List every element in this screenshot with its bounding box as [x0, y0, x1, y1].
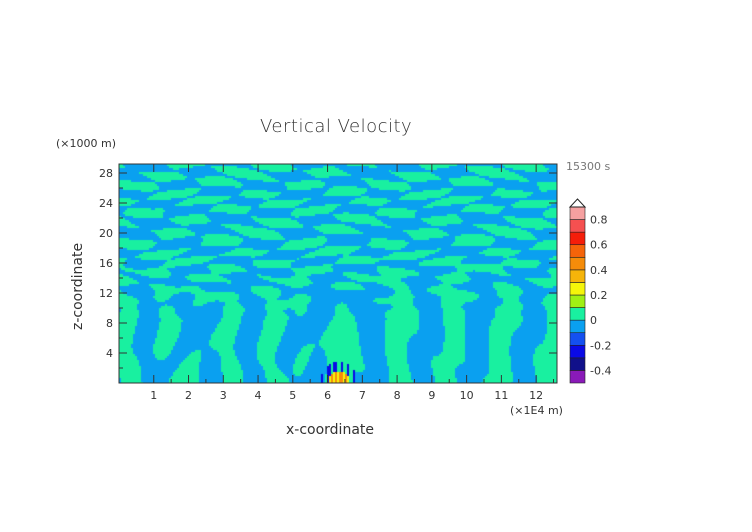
- colorbar-segment: [569, 357, 586, 371]
- x-tick-label: 6: [324, 389, 331, 402]
- y-tick-label: 20: [99, 227, 113, 240]
- colorbar-segment: [569, 294, 586, 308]
- colorbar-segment: [569, 307, 586, 321]
- colorbar-tick-label: 0.8: [590, 214, 608, 227]
- x-tick-label: 11: [494, 389, 508, 402]
- colorbar-segment: [569, 219, 586, 233]
- colorbar-tick-label: 0: [590, 314, 597, 327]
- x-unit-label: (×1E4 m): [510, 404, 563, 417]
- colorbar-segment: [569, 256, 586, 271]
- colorbar-segment: [569, 332, 586, 346]
- x-tick-label: 5: [289, 389, 296, 402]
- colorbar-segment: [569, 344, 586, 359]
- colorbar-segment: [569, 269, 586, 283]
- x-tick-label: 10: [460, 389, 474, 402]
- y-unit-label: (×1000 m): [56, 137, 117, 150]
- colorbar-tick-label: 0.6: [590, 239, 608, 252]
- x-tick-label: 3: [220, 389, 227, 402]
- x-tick-label: 7: [359, 389, 366, 402]
- colorbar-segment: [569, 319, 586, 334]
- colorbar-segment: [569, 370, 586, 384]
- plot-frame: [118, 163, 558, 384]
- y-tick-label: 24: [99, 197, 113, 210]
- x-tick-label: 2: [185, 389, 192, 402]
- y-tick-label: 16: [99, 257, 113, 270]
- colorbar-tick-label: 0.2: [590, 289, 608, 302]
- y-tick-label: 12: [99, 287, 113, 300]
- y-tick-label: 8: [106, 317, 113, 330]
- time-label: 15300 s: [566, 160, 611, 173]
- x-tick-label: 4: [255, 389, 262, 402]
- x-axis-label: x-coordinate: [286, 422, 375, 438]
- colorbar-tick-label: -0.2: [590, 339, 611, 352]
- y-tick-label: 4: [106, 347, 113, 360]
- colorbar-segment: [569, 282, 586, 296]
- x-tick-label: 8: [394, 389, 401, 402]
- colorbar-tick-label: 0.4: [590, 264, 608, 277]
- x-tick-label: 1: [150, 389, 157, 402]
- chart-title: Vertical Velocity: [260, 116, 413, 137]
- colorbar-segment: [569, 231, 586, 246]
- colorbar-segment: [569, 206, 586, 220]
- x-tick-label: 12: [529, 389, 543, 402]
- colorbar-extend-triangle: [568, 198, 587, 208]
- colorbar-segment: [569, 244, 586, 258]
- velocity-field: [119, 164, 557, 383]
- y-tick-label: 28: [99, 167, 113, 180]
- x-tick-label: 9: [428, 389, 435, 402]
- colorbar-tick-label: -0.4: [590, 364, 611, 377]
